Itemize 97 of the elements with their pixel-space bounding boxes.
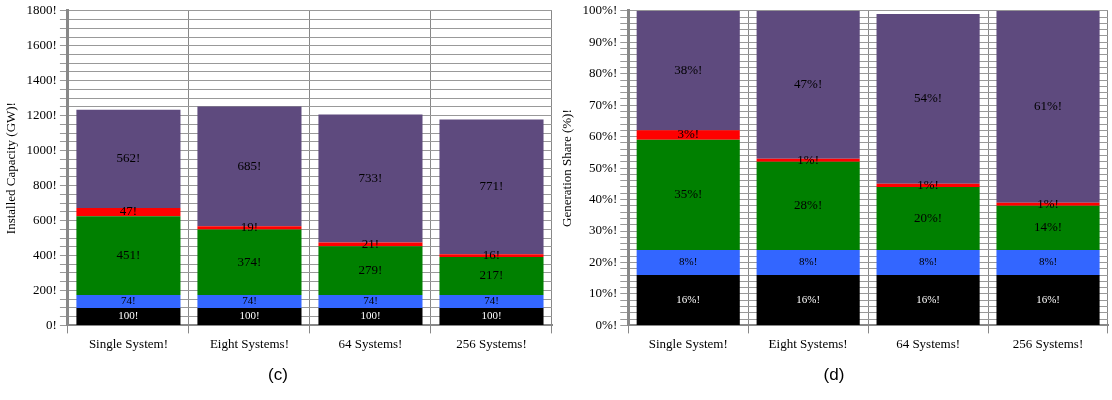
- y-tick-label: 20%!: [589, 253, 618, 269]
- x-tick-label: 256 Systems!: [1012, 335, 1084, 351]
- y-tick-label: 1400!: [26, 72, 57, 88]
- bar: [318, 294, 423, 308]
- y-tick-label: 50%!: [589, 159, 618, 175]
- data-label: 100!: [118, 309, 139, 322]
- data-label: 74!: [121, 294, 136, 307]
- bar: [439, 294, 544, 308]
- y-tick-label: 0!: [46, 316, 57, 332]
- y-tick-label: 600!: [33, 211, 57, 227]
- data-label: 19!: [240, 219, 259, 235]
- x-tick-label: 256 Systems!: [456, 335, 527, 351]
- y-tick-label: 400!: [33, 246, 57, 262]
- bar: [636, 139, 740, 250]
- data-label: 8%!: [1038, 255, 1058, 268]
- bar: [756, 249, 860, 276]
- y-tick-label: 1800!: [26, 2, 57, 18]
- data-label: 771!: [479, 178, 504, 194]
- data-label: 74!: [242, 294, 257, 307]
- bar: [439, 307, 544, 325]
- data-label: 16%!: [916, 292, 941, 305]
- bar: [636, 10, 740, 131]
- y-tick-label: 70%!: [589, 96, 618, 112]
- y-tick-label: 10%!: [589, 285, 618, 301]
- data-label: 8%!: [679, 255, 698, 268]
- data-label: 74!: [484, 294, 499, 307]
- data-label: 14%!: [1033, 219, 1063, 235]
- data-label: 1%!: [917, 176, 939, 192]
- y-tick-label: 60%!: [589, 128, 618, 144]
- y-tick-label: 40%!: [589, 190, 618, 206]
- bar: [76, 109, 181, 208]
- data-label: 16%!: [676, 292, 701, 305]
- data-label: 16%!: [1036, 292, 1060, 305]
- data-label: 38%!: [674, 62, 703, 77]
- data-label: 74!: [363, 294, 378, 307]
- y-tick-label: 100%!: [582, 2, 618, 18]
- text: (d): [822, 365, 846, 385]
- bar: [76, 216, 181, 295]
- bar: [876, 249, 980, 276]
- bar: [996, 249, 1100, 276]
- data-label: 28%!: [794, 197, 823, 213]
- data-label: 100!: [239, 309, 260, 322]
- data-label: 1%!: [1037, 195, 1059, 211]
- bar: [197, 229, 302, 295]
- y-tick-label: 0%!: [595, 316, 618, 332]
- y-tick-label: 1200!: [26, 107, 57, 123]
- data-label: 20%!: [914, 209, 943, 225]
- data-label: 16!: [482, 247, 501, 263]
- data-label: 47%!: [794, 76, 823, 92]
- data-label: 54%!: [914, 90, 943, 106]
- data-label: 217!: [479, 267, 504, 283]
- x-tick-label: Eight Systems!: [768, 335, 848, 351]
- data-label: 8%!: [799, 255, 818, 268]
- data-label: 16%!: [796, 292, 821, 305]
- y-tick-label: 1000!: [26, 142, 57, 158]
- bar: [76, 294, 181, 308]
- text: (c): [267, 365, 289, 385]
- bar: [756, 275, 860, 325]
- y-axis-title: Installed Capacity (GW)!: [3, 102, 19, 235]
- x-tick-label: Single System!: [88, 335, 168, 351]
- y-tick-label: 1600!: [26, 37, 57, 53]
- data-label: 61%!: [1033, 98, 1063, 114]
- x-tick-label: 64 Systems!: [338, 335, 403, 351]
- x-tick-label: Eight Systems!: [209, 335, 289, 351]
- data-label: 100!: [481, 309, 502, 322]
- bar: [636, 130, 740, 140]
- data-label: 47!: [119, 203, 138, 219]
- x-tick-label: 64 Systems!: [896, 335, 961, 351]
- y-tick-label: 800!: [33, 177, 57, 192]
- bar: [76, 307, 181, 325]
- data-label: 8%!: [918, 255, 938, 268]
- x-tick-label: Single System!: [648, 335, 728, 351]
- data-label: 279!: [358, 262, 383, 278]
- bar: [996, 275, 1100, 325]
- data-label: 562!: [116, 150, 141, 166]
- data-label: 1%!: [797, 151, 819, 167]
- y-axis-title: Generation Share (%)!: [559, 109, 575, 227]
- y-tick-label: 200!: [33, 281, 57, 297]
- bar: [636, 249, 740, 276]
- data-label: 451!: [116, 247, 141, 262]
- data-label: 3%!: [677, 126, 700, 142]
- data-label: 100!: [360, 309, 381, 322]
- bar: [876, 275, 980, 325]
- data-label: 35%!: [674, 186, 703, 202]
- data-label: 685!: [237, 157, 262, 173]
- bar: [76, 207, 181, 217]
- bar: [197, 307, 302, 325]
- data-label: 374!: [237, 253, 262, 269]
- bar: [318, 307, 423, 325]
- bar: [636, 275, 740, 325]
- data-label: 733!: [358, 169, 383, 185]
- y-tick-label: 80%!: [589, 65, 618, 81]
- y-tick-label: 90%!: [589, 33, 618, 49]
- bar: [318, 246, 423, 295]
- bar: [197, 294, 302, 308]
- y-tick-label: 30%!: [589, 222, 618, 238]
- bar: [439, 257, 544, 295]
